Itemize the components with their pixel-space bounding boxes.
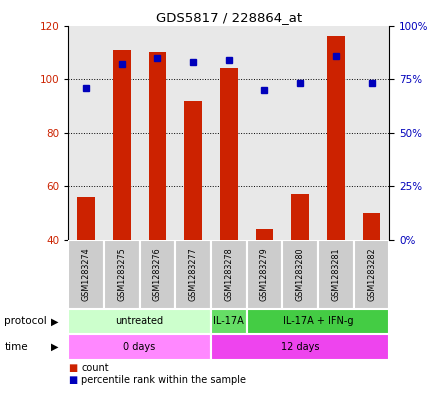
Text: time: time: [4, 342, 28, 352]
Text: ■: ■: [68, 375, 77, 385]
Bar: [282, 240, 318, 309]
Bar: [327, 36, 345, 240]
Text: GSM1283279: GSM1283279: [260, 247, 269, 301]
Bar: [247, 309, 389, 334]
Text: IL-17A: IL-17A: [213, 316, 244, 326]
Bar: [354, 240, 389, 309]
Bar: [139, 26, 175, 240]
Bar: [247, 26, 282, 240]
Text: ▶: ▶: [51, 342, 59, 352]
Text: GSM1283275: GSM1283275: [117, 247, 126, 301]
Bar: [175, 240, 211, 309]
Bar: [318, 240, 354, 309]
Bar: [104, 240, 139, 309]
Bar: [175, 26, 211, 240]
Text: IL-17A + IFN-g: IL-17A + IFN-g: [283, 316, 353, 326]
Title: GDS5817 / 228864_at: GDS5817 / 228864_at: [156, 11, 302, 24]
Bar: [68, 334, 211, 360]
Text: 12 days: 12 days: [281, 342, 319, 352]
Bar: [211, 309, 247, 334]
Text: count: count: [81, 364, 109, 373]
Text: GSM1283281: GSM1283281: [331, 247, 341, 301]
Bar: [247, 240, 282, 309]
Bar: [68, 26, 104, 240]
Bar: [211, 240, 247, 309]
Bar: [68, 240, 104, 309]
Bar: [104, 26, 139, 240]
Text: percentile rank within the sample: percentile rank within the sample: [81, 375, 246, 385]
Bar: [68, 309, 211, 334]
Bar: [211, 26, 247, 240]
Text: GSM1283278: GSM1283278: [224, 247, 233, 301]
Bar: [220, 68, 238, 240]
Bar: [211, 334, 389, 360]
Text: ▶: ▶: [51, 316, 59, 326]
Bar: [363, 213, 381, 240]
Bar: [139, 240, 175, 309]
Bar: [149, 52, 166, 240]
Text: ■: ■: [68, 364, 77, 373]
Bar: [184, 101, 202, 240]
Bar: [282, 26, 318, 240]
Text: protocol: protocol: [4, 316, 47, 326]
Text: GSM1283280: GSM1283280: [296, 247, 304, 301]
Bar: [318, 26, 354, 240]
Text: GSM1283276: GSM1283276: [153, 247, 162, 301]
Text: untreated: untreated: [116, 316, 164, 326]
Bar: [113, 50, 131, 240]
Text: GSM1283277: GSM1283277: [189, 247, 198, 301]
Bar: [256, 229, 273, 240]
Text: GSM1283282: GSM1283282: [367, 247, 376, 301]
Bar: [291, 194, 309, 240]
Text: GSM1283274: GSM1283274: [81, 247, 91, 301]
Text: 0 days: 0 days: [124, 342, 156, 352]
Bar: [354, 26, 389, 240]
Bar: [77, 197, 95, 240]
